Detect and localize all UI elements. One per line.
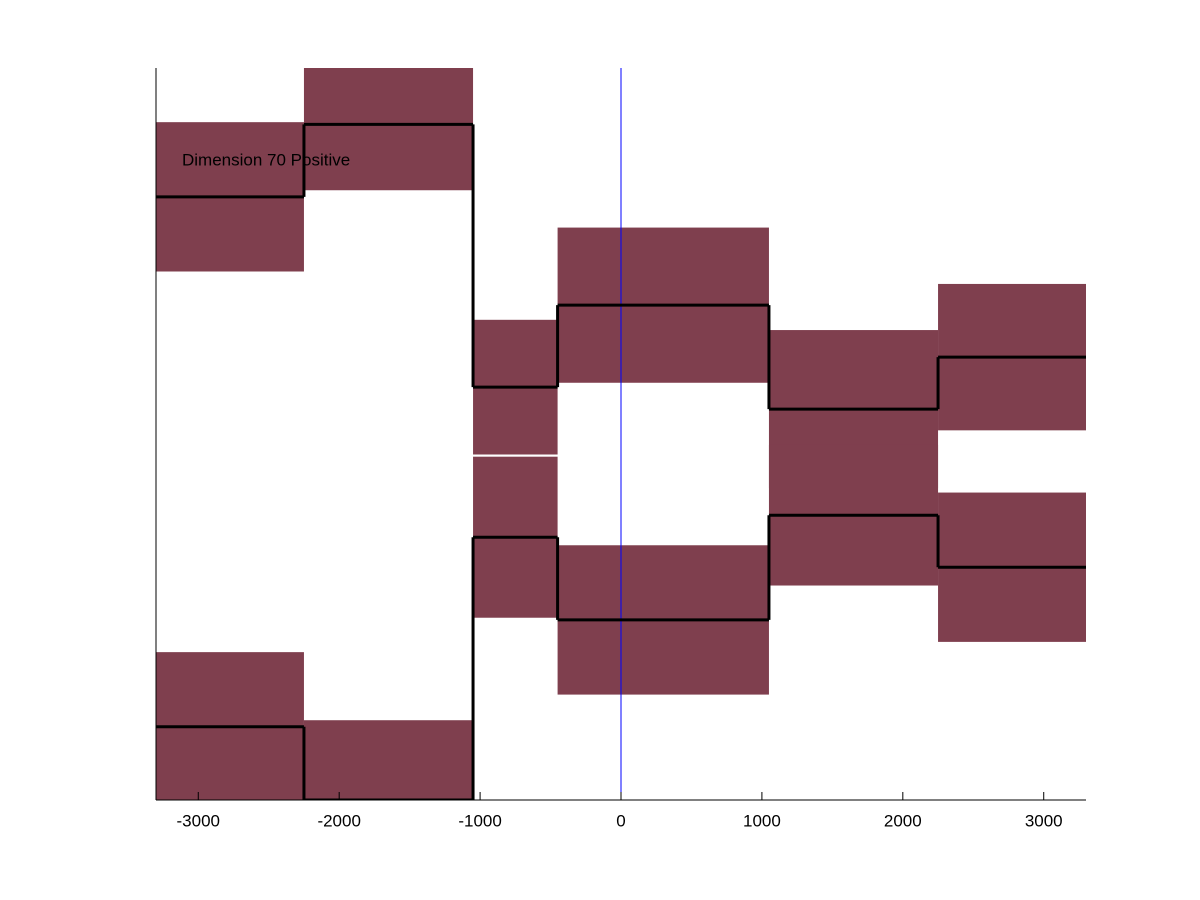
x-tick-label: 3000	[1025, 811, 1063, 830]
x-tick-label: -3000	[177, 811, 220, 830]
plot-area	[156, 68, 1086, 800]
x-tick-label: 0	[616, 811, 625, 830]
annotation: Dimension 70 Positive	[182, 150, 350, 169]
band	[303, 68, 474, 191]
x-tick-label: -1000	[458, 811, 501, 830]
x-tick-label: 1000	[743, 811, 781, 830]
band	[303, 720, 474, 800]
x-tick-label: -2000	[317, 811, 360, 830]
x-tick-label: 2000	[884, 811, 922, 830]
